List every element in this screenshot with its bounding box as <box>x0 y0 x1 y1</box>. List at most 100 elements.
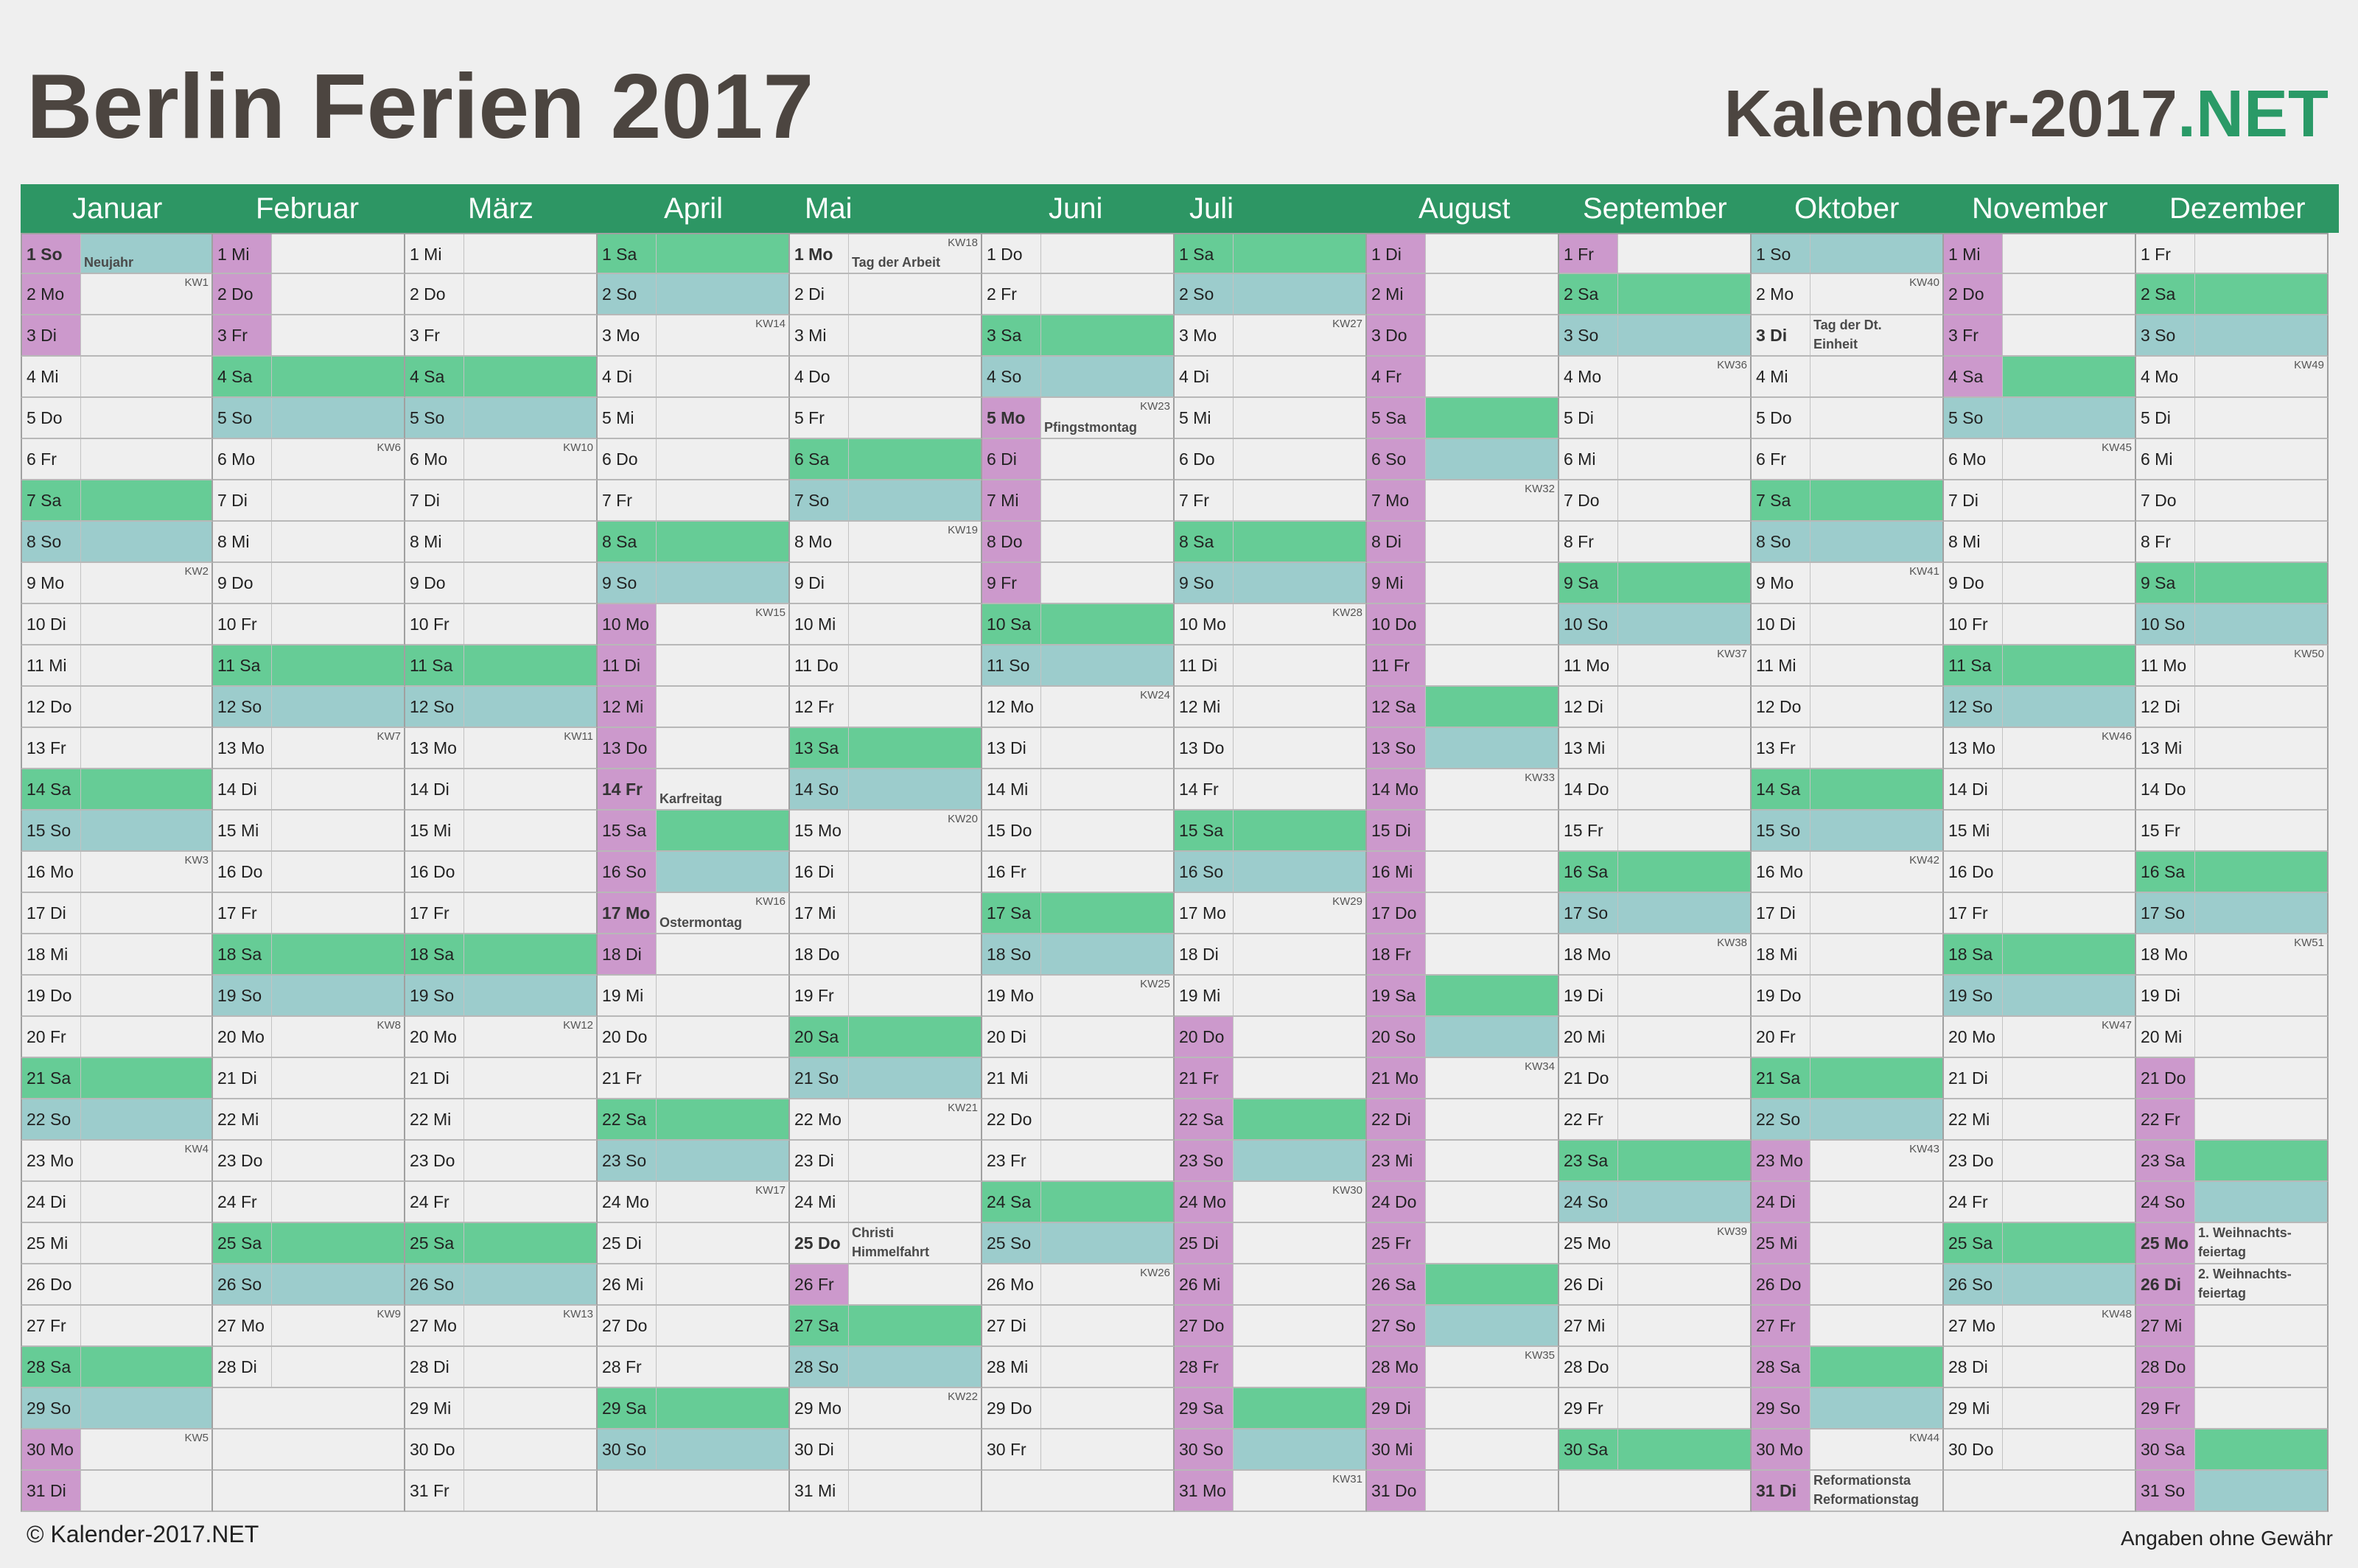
empty-day-cell <box>213 1471 405 1512</box>
day-cell: 13 Fr <box>21 728 213 769</box>
day-label: 12 Di <box>2136 687 2195 727</box>
day-cell: 24 Di <box>21 1182 213 1223</box>
day-cell: 8 Mi <box>405 522 598 563</box>
month-name-8: August <box>1418 192 1511 225</box>
day-cell: 11 Sa <box>405 645 598 687</box>
day-label: 21 Di <box>213 1058 272 1098</box>
day-cell: 23 Sa <box>2136 1141 2329 1182</box>
day-label: 20 Do <box>1175 1017 1234 1057</box>
day-cell: 7 Fr <box>598 480 790 522</box>
day-label: 21 Di <box>1944 1058 2003 1098</box>
day-label: 26 Mo <box>982 1264 1041 1304</box>
day-cell: 17 Sa <box>982 893 1175 934</box>
day-label: 5 Di <box>1559 398 1618 438</box>
day-cell: 4 Do <box>790 357 982 398</box>
month-name-2: Februar <box>256 192 360 225</box>
day-cell: 3 Di Tag der Dt. Einheit <box>1752 315 1944 357</box>
day-cell: 20 Do <box>1175 1017 1367 1058</box>
day-cell: 21 Sa <box>21 1058 213 1099</box>
year-calendar-grid: Januar Februar März April Mai Juni Juli August S… <box>21 184 2339 1519</box>
day-label: 24 Mi <box>790 1182 849 1222</box>
day-label: 17 Fr <box>405 893 464 933</box>
day-label: 8 Do <box>982 522 1041 561</box>
holiday-name: Reformationsta Reformationstag <box>1813 1473 1920 1507</box>
day-label: 31 Do <box>1367 1471 1426 1511</box>
day-label: 22 Do <box>982 1099 1041 1139</box>
day-label: 27 Do <box>598 1306 657 1345</box>
day-label: 8 Mi <box>213 522 272 561</box>
day-label: 21 Fr <box>1175 1058 1234 1098</box>
empty-day-cell <box>213 1388 405 1429</box>
day-cell: 11 So <box>982 645 1175 687</box>
day-label: 9 Mo <box>22 563 81 603</box>
day-label: 16 Do <box>405 852 464 892</box>
calendar-week-label: KW8 <box>377 1019 401 1032</box>
day-label: 29 So <box>22 1388 81 1428</box>
day-label: 25 Mo <box>2136 1223 2195 1263</box>
day-label: 4 Do <box>790 357 849 396</box>
day-cell: 21 Mo KW34 <box>1367 1058 1559 1099</box>
day-label: 12 Di <box>1559 687 1618 727</box>
day-label: 28 Do <box>1559 1347 1618 1387</box>
day-cell: 22 Mi <box>1944 1099 2136 1141</box>
day-cell: 22 Fr <box>2136 1099 2329 1141</box>
day-label: 8 Fr <box>1559 522 1618 561</box>
day-cell: 14 Mi <box>982 769 1175 811</box>
day-label: 27 Mi <box>1559 1306 1618 1345</box>
day-label: 16 Fr <box>982 852 1041 892</box>
day-cell: 20 Mo KW8 <box>213 1017 405 1058</box>
day-cell: 13 Do <box>598 728 790 769</box>
day-cell: 31 Mo KW31 <box>1175 1471 1367 1512</box>
day-cell: 2 So <box>598 274 790 315</box>
day-label: 15 Mi <box>213 811 272 850</box>
day-cell: 22 So <box>1752 1099 1944 1141</box>
day-label: 13 Mo <box>213 728 272 768</box>
day-cell: 20 Mi <box>2136 1017 2329 1058</box>
day-cell: 16 Do <box>405 852 598 893</box>
day-label: 18 Di <box>598 934 657 974</box>
day-cell: 2 So <box>1175 274 1367 315</box>
day-cell: 1 Mo KW18 Tag der Arbeit <box>790 233 982 274</box>
day-cell: 18 Do <box>790 934 982 976</box>
day-cell: 9 Mi <box>1367 563 1559 604</box>
day-label: 27 Mi <box>2136 1306 2195 1345</box>
day-label: 12 So <box>405 687 464 727</box>
day-label: 3 Di <box>22 315 81 355</box>
day-label: 2 Di <box>790 274 849 314</box>
day-cell: 1 So Neujahr <box>21 233 213 274</box>
day-cell: 16 Do <box>213 852 405 893</box>
day-label: 18 Di <box>1175 934 1234 974</box>
day-label: 19 Do <box>22 976 81 1015</box>
day-cell: 14 Fr <box>1175 769 1367 811</box>
day-label: 2 Do <box>405 274 464 314</box>
day-label: 7 Do <box>2136 480 2195 520</box>
day-cell: 26 So <box>213 1264 405 1306</box>
day-label: 6 So <box>1367 439 1426 479</box>
day-cell: 17 So <box>1559 893 1752 934</box>
day-cell: 15 Do <box>982 811 1175 852</box>
day-cell: 29 Mi <box>405 1388 598 1429</box>
day-label: 2 Mo <box>22 274 81 314</box>
day-label: 24 Mo <box>1175 1182 1234 1222</box>
day-label: 13 So <box>1367 728 1426 768</box>
day-cell: 1 Fr <box>2136 233 2329 274</box>
calendar-week-label: KW1 <box>184 276 209 289</box>
day-cell: 13 So <box>1367 728 1559 769</box>
day-label: 25 Mi <box>22 1223 81 1263</box>
day-cell: 15 Mi <box>213 811 405 852</box>
day-label: 23 Fr <box>982 1141 1041 1180</box>
day-cell: 20 Mo KW47 <box>1944 1017 2136 1058</box>
day-cell: 3 Do <box>1367 315 1559 357</box>
day-cell: 17 Fr <box>1944 893 2136 934</box>
calendar-week-label: KW28 <box>1332 606 1362 619</box>
day-cell: 28 Do <box>2136 1347 2329 1388</box>
day-cell: 19 Mo KW25 <box>982 976 1175 1017</box>
day-cell: 2 Mo KW40 <box>1752 274 1944 315</box>
day-cell: 24 Fr <box>213 1182 405 1223</box>
day-label: 19 So <box>213 976 272 1015</box>
day-label: 18 So <box>982 934 1041 974</box>
day-label: 11 Sa <box>405 645 464 685</box>
day-cell: 2 Do <box>405 274 598 315</box>
holiday-name: Christi Himmelfahrt <box>852 1225 930 1259</box>
day-label: 14 Sa <box>1752 769 1811 809</box>
